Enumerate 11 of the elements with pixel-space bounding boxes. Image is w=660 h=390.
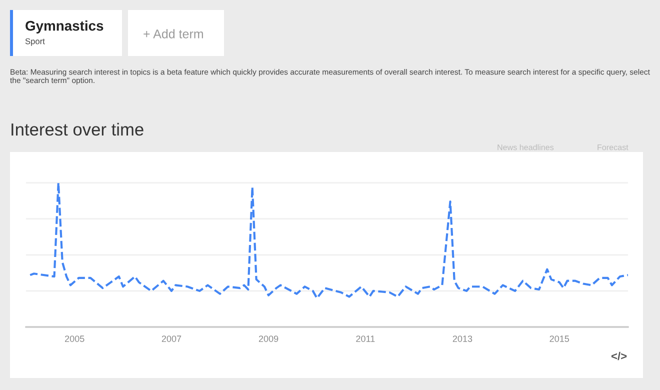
text: Gymnastics <box>26 20 104 34</box>
chart-title: Interest over time <box>12 122 144 136</box>
text: </> <box>611 352 627 360</box>
x-tick-label: 2009 <box>258 336 278 342</box>
x-tick-label: 2005 <box>65 336 84 342</box>
x-tick-label: 2015 <box>550 336 570 342</box>
text: + Add term <box>144 29 203 38</box>
x-tick-label: 2011 <box>356 336 375 342</box>
x-tick-label: 2013 <box>452 336 472 342</box>
x-tick-label: 2007 <box>162 336 182 342</box>
text: Sport <box>25 38 45 46</box>
